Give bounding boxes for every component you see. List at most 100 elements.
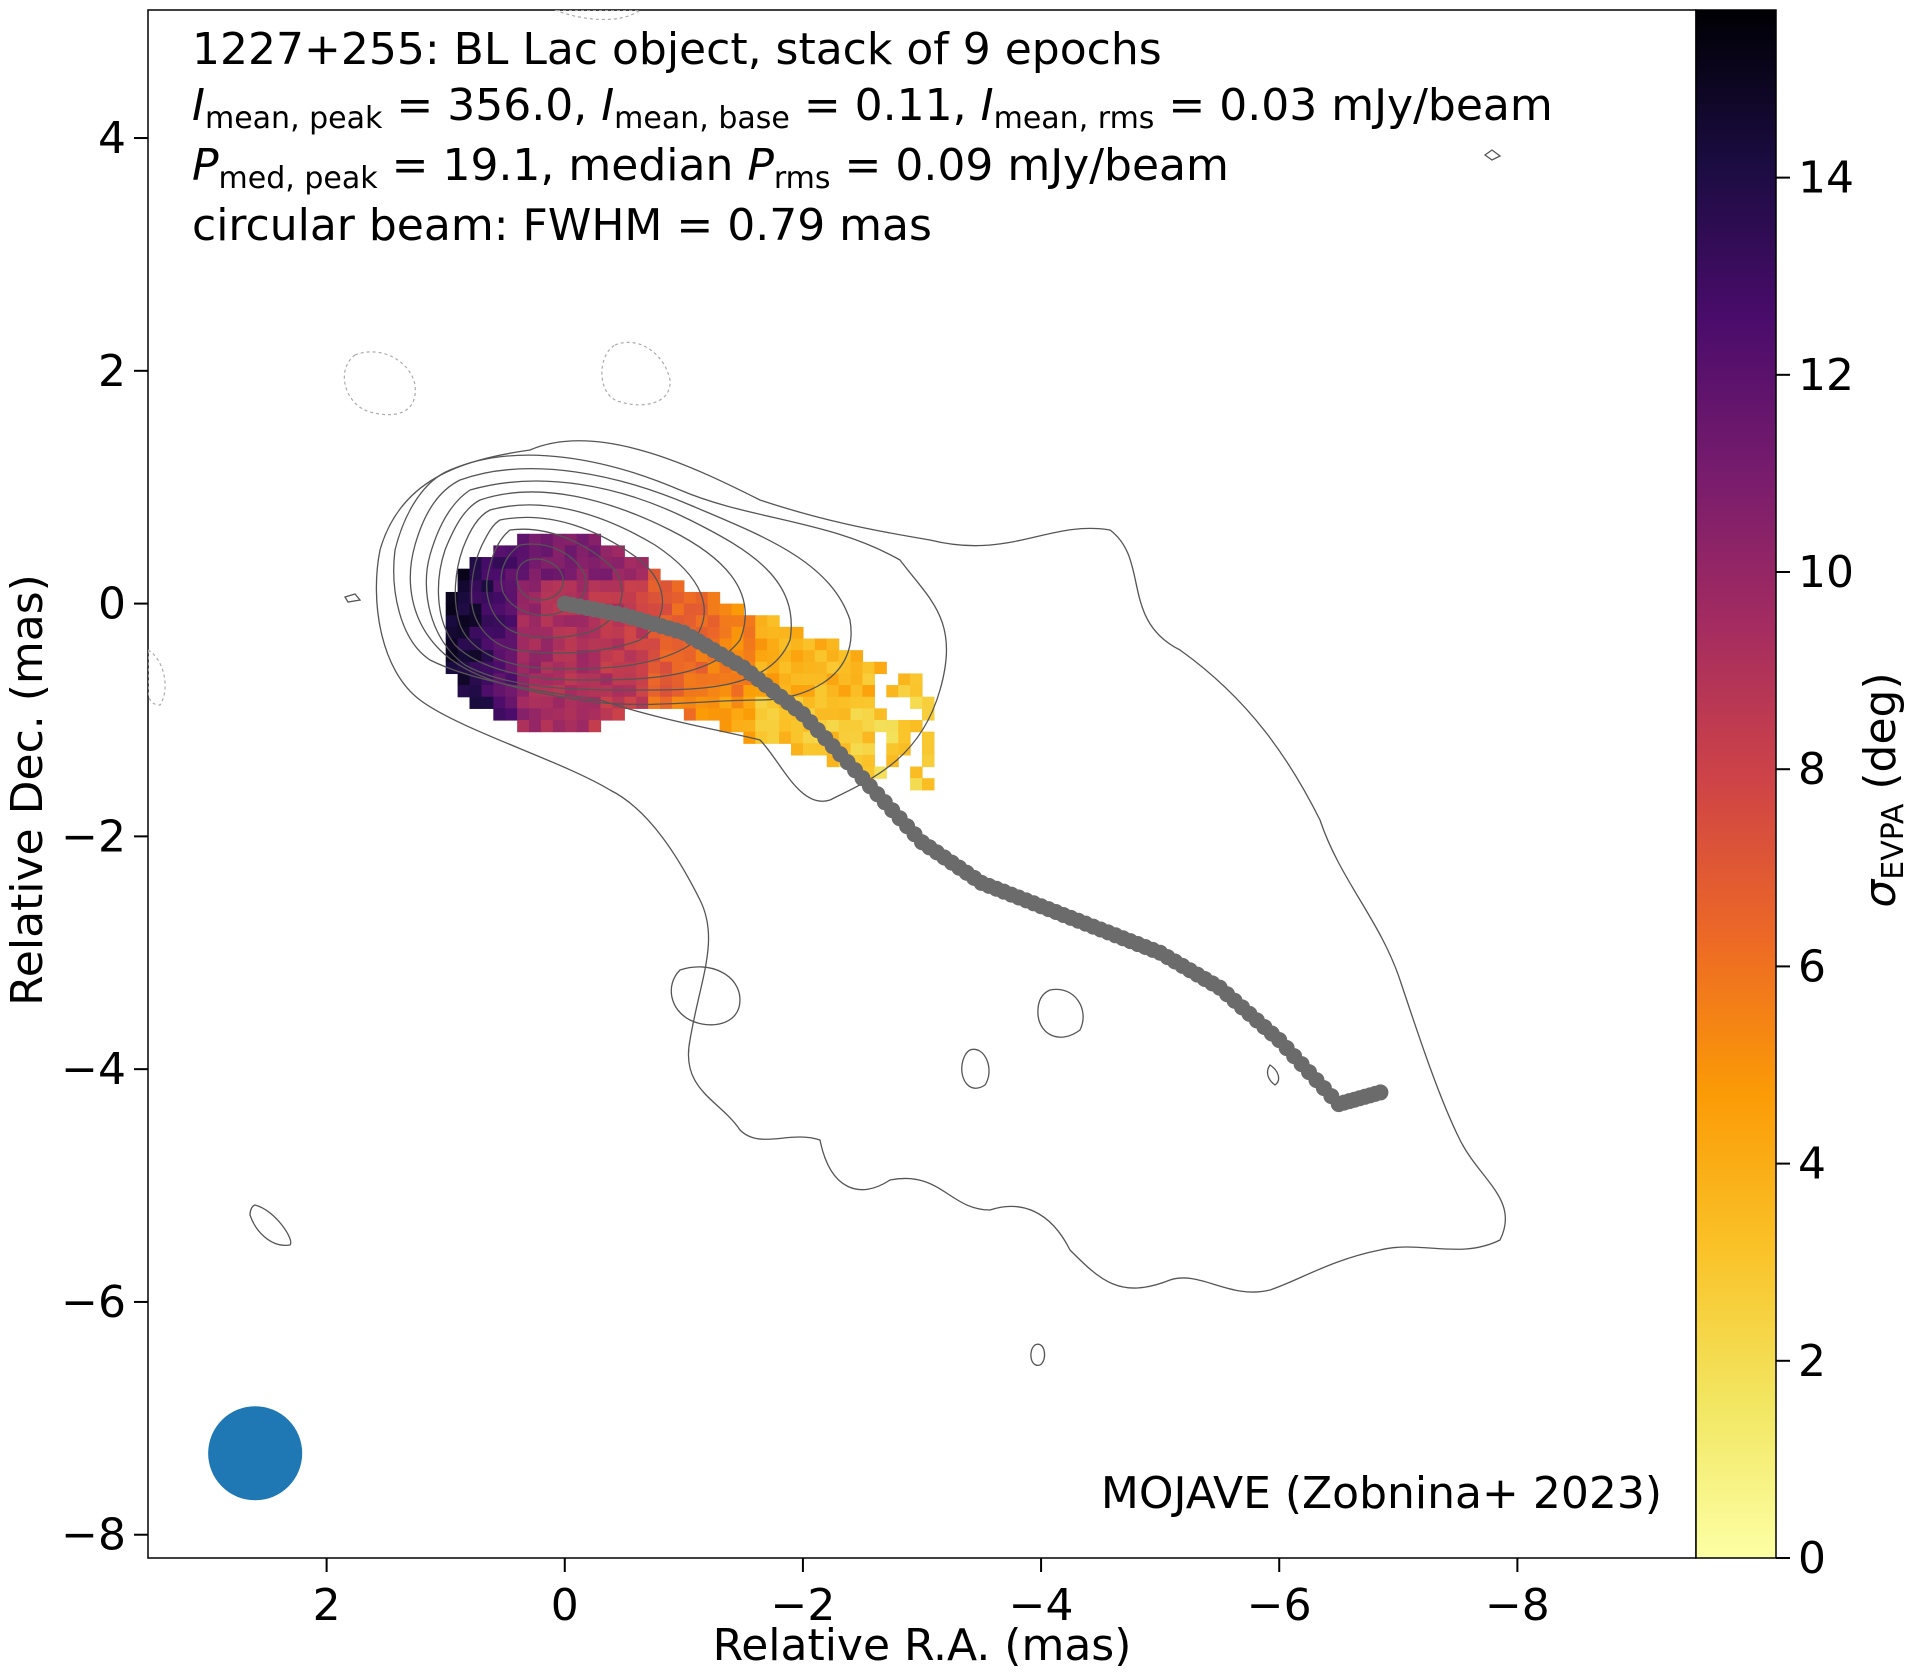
- pixel: [814, 696, 828, 709]
- pixel: [910, 778, 923, 791]
- island-5: [1030, 1343, 1046, 1366]
- pixel: [898, 731, 911, 744]
- pixel: [457, 673, 471, 686]
- pixel: [898, 743, 911, 756]
- pixel: [731, 719, 744, 733]
- x-axis-label: Relative R.A. (mas): [713, 1620, 1132, 1671]
- pixel: [588, 580, 602, 593]
- contour-8: [486, 528, 623, 639]
- pixel: [660, 638, 673, 651]
- pixel: [862, 661, 875, 675]
- pixel: [612, 568, 625, 581]
- pixel: [802, 696, 816, 709]
- pixel: [838, 696, 852, 709]
- pixel: [517, 661, 530, 675]
- pixel: [660, 580, 673, 593]
- pixel: [791, 650, 804, 663]
- pixel: [636, 685, 649, 698]
- pixel: [707, 615, 721, 628]
- pixel: [505, 708, 518, 721]
- pixel: [576, 580, 590, 593]
- pixel: [838, 719, 852, 733]
- y-tick-label: −2: [61, 811, 126, 862]
- x-tick-label: 0: [551, 1580, 579, 1631]
- pixel: [624, 626, 637, 640]
- pixel: [791, 626, 804, 640]
- pixel: [624, 650, 637, 663]
- pixel: [576, 650, 590, 663]
- pixel: [612, 626, 625, 640]
- x-tick-label: −2: [770, 1580, 835, 1631]
- pixel: [826, 708, 840, 721]
- pixel: [493, 591, 506, 605]
- pixel: [636, 638, 649, 651]
- pixel: [612, 650, 625, 663]
- colorbar-tick-label: 4: [1798, 1139, 1826, 1190]
- pixel: [517, 708, 530, 721]
- pixel: [648, 591, 661, 605]
- pixel: [814, 650, 828, 663]
- colorbar-tick-label: 10: [1798, 547, 1854, 598]
- pixel: [922, 778, 935, 791]
- pixel: [469, 685, 483, 698]
- pixel: [850, 743, 864, 756]
- pixel: [719, 685, 733, 698]
- pixel: [707, 603, 721, 616]
- pixel: [707, 626, 721, 640]
- pixel: [529, 708, 542, 721]
- pixel: [743, 696, 756, 709]
- pixel: [540, 626, 554, 640]
- pixel: [600, 545, 613, 558]
- pixel: [552, 568, 566, 581]
- contour-6: [454, 504, 705, 670]
- pixel: [767, 626, 780, 640]
- pixel: [612, 580, 625, 593]
- pixel: [552, 719, 566, 733]
- pixel: [791, 661, 804, 675]
- pixel: [755, 626, 768, 640]
- pixel: [493, 580, 506, 593]
- pixel: [505, 545, 518, 558]
- pixel: [505, 685, 518, 698]
- pixel: [671, 580, 685, 593]
- y-tick-label: −4: [61, 1044, 126, 1095]
- island-1: [670, 966, 741, 1026]
- pixel: [576, 685, 590, 698]
- pixel: [457, 638, 471, 651]
- pixel: [648, 696, 661, 709]
- pixel: [624, 557, 637, 570]
- pixel: [814, 743, 828, 756]
- pixel: [731, 603, 744, 616]
- pixel: [731, 638, 744, 651]
- pixel: [648, 685, 661, 698]
- pixel: [636, 580, 649, 593]
- pixel: [540, 650, 554, 663]
- pixel: [505, 580, 518, 593]
- pixel: [850, 650, 864, 663]
- pixel: [886, 743, 899, 756]
- pixel: [445, 650, 459, 663]
- pixel: [850, 673, 864, 686]
- pixel: [529, 719, 542, 733]
- pixel: [802, 685, 816, 698]
- pixel: [695, 603, 709, 616]
- pixel: [529, 696, 542, 709]
- pixel: [648, 638, 661, 651]
- pixel: [576, 719, 590, 733]
- pixel: [469, 626, 483, 640]
- pixel: [576, 545, 590, 558]
- pixel: [743, 685, 756, 698]
- pixel: [493, 685, 506, 698]
- pixel: [695, 685, 709, 698]
- pixel: [457, 603, 471, 616]
- pixel: [612, 591, 625, 605]
- pixel: [898, 719, 911, 733]
- pixel: [588, 685, 602, 698]
- pixel: [826, 650, 840, 663]
- info-line-1: 1227+255: BL Lac object, stack of 9 epoc…: [192, 24, 1162, 75]
- pixel: [493, 545, 506, 558]
- pixel: [743, 638, 756, 651]
- pixel: [469, 650, 483, 663]
- pixel: [683, 708, 697, 721]
- pixel: [898, 685, 911, 698]
